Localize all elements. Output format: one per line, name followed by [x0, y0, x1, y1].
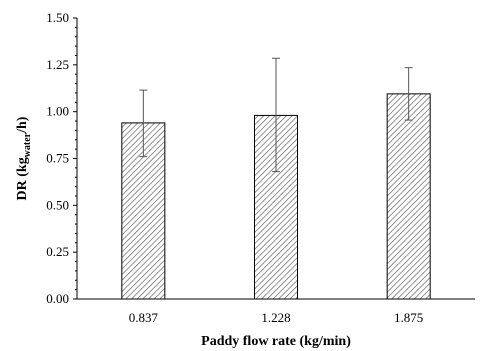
x-tick-label: 0.837 — [129, 310, 159, 325]
y-tick-label: 0.50 — [46, 197, 69, 212]
x-tick-label: 1.228 — [261, 310, 290, 325]
bar — [386, 93, 431, 300]
y-tick-label: 0.75 — [46, 151, 69, 166]
y-tick-label: 1.00 — [46, 104, 69, 119]
x-axis-title: Paddy flow rate (kg/min) — [201, 334, 351, 349]
y-tick-label: 0.00 — [46, 291, 69, 306]
y-tick-label: 1.25 — [46, 57, 69, 72]
y-axis-title-tail: /h) — [15, 116, 30, 134]
y-axis-title-main: DR (kg — [15, 157, 30, 200]
y-ticks-layer: 0.00 0.25 0.50 0.75 1.00 1.25 1.50 — [46, 10, 77, 306]
y-axis-title-subscript: water — [22, 132, 33, 157]
y-axis-title: DR (kgwater/h) — [15, 116, 33, 200]
y-tick-label: 1.50 — [46, 10, 69, 25]
x-tick-label: 1.875 — [394, 310, 423, 325]
y-tick-label: 0.25 — [46, 244, 69, 259]
error-bars-layer — [139, 57, 413, 173]
x-ticks-layer: 0.837 1.228 1.875 — [129, 310, 424, 325]
